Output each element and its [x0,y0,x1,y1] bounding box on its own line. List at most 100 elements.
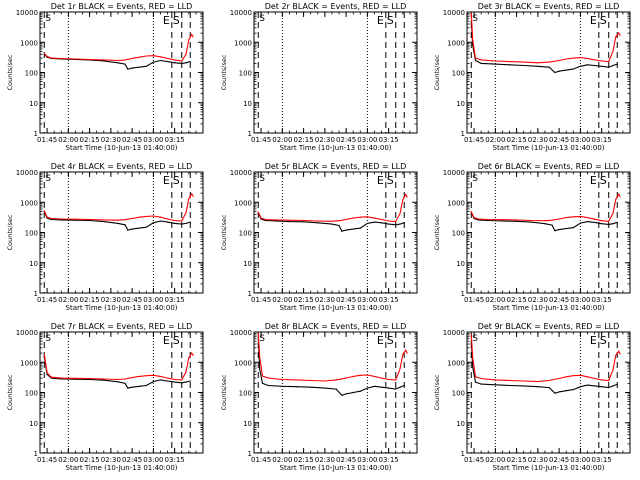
data-point [46,55,48,58]
y-tick-label: 10 [243,260,252,268]
panel-title: Det 1r BLACK = Events, RED = LLD [51,2,193,11]
y-tick-label: 100 [239,70,252,78]
y-tick-label: 10 [456,420,465,428]
data-point [380,386,383,388]
x-tick-label: 02:30 [528,136,548,144]
data-point [615,198,617,200]
data-point [138,227,140,229]
y-tick-label: 1000 [20,39,38,47]
series-line-lld [257,333,408,382]
data-point [103,378,105,380]
data-point [185,371,187,373]
data-point [612,369,614,371]
data-point [131,377,133,379]
data-point [50,376,52,378]
series-events [470,340,618,394]
data-point [138,56,140,58]
series-events [470,211,618,232]
data-point [399,213,401,215]
x-axis-label: Start Time (10-Jun-13 01:40:00) [66,304,178,312]
data-point [608,379,610,382]
plot-frame [39,331,204,454]
data-point [259,356,261,358]
data-point [373,385,376,387]
data-point [259,368,261,370]
plot-frame [39,171,204,294]
x-tick-label: 01:45 [251,136,271,144]
x-tick-label: 03:15 [379,456,399,464]
y-axis-label: Counts/sec [433,214,441,250]
data-point [185,222,187,224]
data-point [261,375,264,377]
x-tick-label: 03:15 [592,456,612,464]
y-tick-label: 100 [25,390,38,398]
data-point [572,375,574,377]
data-point [388,223,390,225]
data-point [565,376,567,378]
data-point [117,381,119,383]
data-point [43,53,45,55]
y-tick-label: 10 [456,100,465,108]
y-tick-label: 1 [461,290,465,298]
data-point [565,69,567,71]
data-point [145,226,147,228]
data-point [152,222,154,224]
data-point [345,393,347,395]
x-tick-label: 03:00 [570,296,590,304]
y-tick-label: 1 [34,290,38,298]
data-point [388,378,390,381]
data-point [264,218,266,221]
y-tick-label: 10 [456,260,465,268]
data-point [152,380,154,383]
data-point [352,217,354,219]
y-tick-label: 10000 [443,329,465,337]
data-point [373,375,376,378]
x-tick-label: 01:45 [464,136,484,144]
x-tick-label: 02:45 [549,456,569,464]
end-marker-label: E [163,174,170,187]
data-point [341,230,343,232]
data-point [295,386,298,388]
data-point [359,374,361,376]
data-point [124,378,126,380]
panel-3: Det 3r BLACK = Events, RED = LLD 1 10 100 10… [433,2,631,152]
data-point [508,379,511,382]
data-point [579,374,581,376]
x-tick-label: 02:15 [80,136,100,144]
end-marker-label: E [377,174,384,187]
data-point [470,12,472,14]
data-point [523,64,525,67]
x-tick-label: 02:15 [294,456,314,464]
data-point [310,386,312,388]
y-tick-label: 1000 [447,39,465,47]
data-point [274,220,276,222]
data-point [572,216,574,218]
data-point [380,222,383,224]
data-point [615,354,617,356]
data-point [192,354,194,356]
series-events [43,356,191,389]
x-axis-label: Start Time (10-Jun-13 01:40:00) [66,464,178,472]
data-point [608,220,610,222]
plot-frame [466,171,631,294]
data-point [89,219,91,222]
start-marker-label: S [259,174,265,184]
data-point [487,218,489,221]
data-point [89,377,91,380]
data-point [145,384,147,387]
data-point [145,65,147,67]
series-events [43,53,191,70]
data-point [501,219,504,221]
data-point [619,195,621,198]
data-point [145,55,147,57]
x-tick-label: 02:45 [122,296,142,304]
data-point [395,220,397,223]
data-point [310,379,312,382]
y-tick-label: 10000 [230,9,252,17]
data-point [402,199,404,201]
data-point [544,220,546,222]
y-tick-label: 100 [452,70,465,78]
x-tick-label: 02:00 [58,136,78,144]
data-point [586,217,589,219]
data-point [335,388,337,390]
